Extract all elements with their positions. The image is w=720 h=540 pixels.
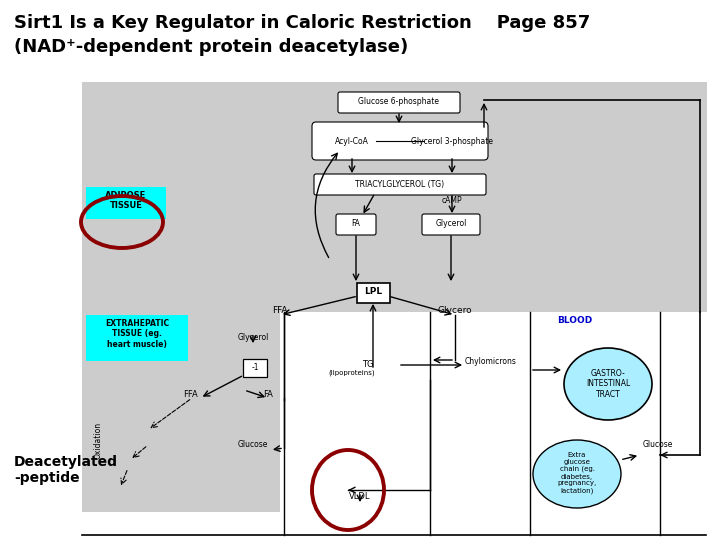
Text: TG: TG bbox=[362, 360, 374, 369]
Text: FFA: FFA bbox=[183, 390, 197, 399]
Bar bbox=[82, 312, 280, 512]
Text: Extra
glucose
chain (eg.
diabetes,
pregnancy,
lactation): Extra glucose chain (eg. diabetes, pregn… bbox=[557, 452, 597, 494]
Bar bbox=[82, 82, 707, 312]
Text: (NAD⁺-dependent protein deacetylase): (NAD⁺-dependent protein deacetylase) bbox=[14, 38, 408, 56]
FancyBboxPatch shape bbox=[356, 282, 390, 302]
Text: Chylomicrons: Chylomicrons bbox=[465, 357, 517, 366]
FancyBboxPatch shape bbox=[338, 92, 460, 113]
FancyBboxPatch shape bbox=[312, 122, 488, 160]
Text: Glycerol: Glycerol bbox=[238, 333, 269, 342]
Text: Sirt1 Is a Key Regulator in Caloric Restriction    Page 857: Sirt1 Is a Key Regulator in Caloric Rest… bbox=[14, 14, 590, 32]
Text: Glycero: Glycero bbox=[438, 306, 472, 315]
Text: GASTRO-
INTESTINAL
TRACT: GASTRO- INTESTINAL TRACT bbox=[586, 369, 630, 399]
FancyBboxPatch shape bbox=[86, 187, 166, 219]
Text: LPL: LPL bbox=[364, 287, 382, 296]
FancyBboxPatch shape bbox=[314, 174, 486, 195]
Text: FFA: FFA bbox=[272, 306, 288, 315]
Text: EXTRAHEPATIC
TISSUE (eg.
heart muscle): EXTRAHEPATIC TISSUE (eg. heart muscle) bbox=[105, 319, 169, 349]
FancyBboxPatch shape bbox=[86, 315, 188, 361]
Text: Deacetylated
-peptide: Deacetylated -peptide bbox=[14, 455, 118, 485]
Text: FA: FA bbox=[351, 219, 361, 228]
Text: BLOOD: BLOOD bbox=[557, 316, 593, 325]
Text: cAMP: cAMP bbox=[441, 196, 462, 205]
Ellipse shape bbox=[564, 348, 652, 420]
Text: TRIACYLGLYCEROL (TG): TRIACYLGLYCEROL (TG) bbox=[356, 179, 444, 188]
Text: Glycerol: Glycerol bbox=[436, 219, 467, 228]
Text: FA: FA bbox=[263, 390, 273, 399]
Text: (lipoproteins): (lipoproteins) bbox=[329, 370, 375, 376]
Text: VLDL: VLDL bbox=[349, 492, 371, 501]
Text: Glucose: Glucose bbox=[238, 440, 268, 449]
Text: Glucose 6-phosphate: Glucose 6-phosphate bbox=[359, 98, 439, 106]
FancyBboxPatch shape bbox=[243, 359, 267, 377]
Text: ADIPOSE
TISSUE: ADIPOSE TISSUE bbox=[105, 191, 147, 211]
Text: Oxidation: Oxidation bbox=[94, 421, 102, 458]
FancyBboxPatch shape bbox=[336, 214, 376, 235]
Ellipse shape bbox=[533, 440, 621, 508]
Text: Glycerol 3-phosphate: Glycerol 3-phosphate bbox=[411, 137, 493, 145]
Text: Glucose: Glucose bbox=[643, 440, 673, 449]
Text: -1: -1 bbox=[251, 363, 258, 373]
FancyBboxPatch shape bbox=[422, 214, 480, 235]
Text: Acyl-CoA: Acyl-CoA bbox=[335, 137, 369, 145]
